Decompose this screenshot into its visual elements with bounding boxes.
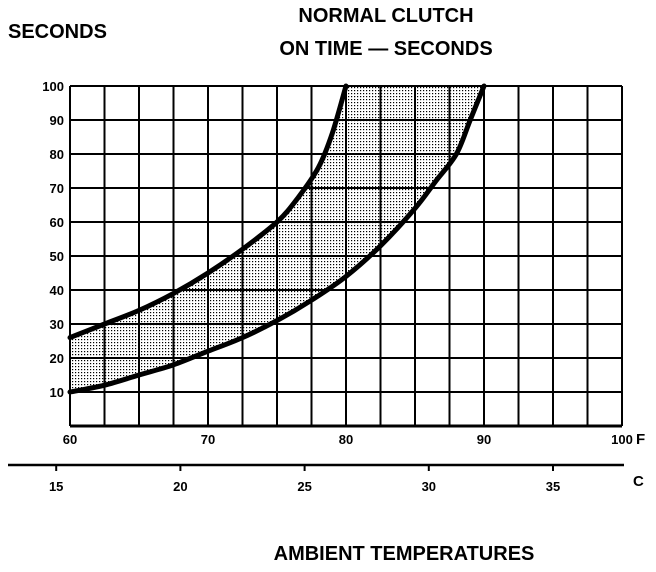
x2-tick-label: 35 (546, 479, 560, 494)
y-tick-label: 90 (50, 113, 64, 128)
x-tick-label: 70 (201, 432, 215, 447)
chart-title: NORMAL CLUTCH (298, 5, 473, 27)
x-tick-label: 60 (63, 432, 77, 447)
lower-limit-curve (67, 83, 487, 395)
y-tick-label: 100 (42, 79, 64, 94)
x-tick-label: 90 (477, 432, 491, 447)
x2-tick-label: 25 (297, 479, 311, 494)
x-tick-label: 80 (339, 432, 353, 447)
x-axis-unit-f: F (636, 431, 645, 448)
x2-tick-label: 15 (49, 479, 63, 494)
x-axis-label: AMBIENT TEMPERATURES (274, 543, 535, 565)
x2-axis-unit-c: C (633, 473, 644, 490)
y-tick-label: 40 (50, 283, 64, 298)
y-axis-label: SECONDS (8, 21, 107, 43)
y-tick-label: 10 (50, 385, 64, 400)
y-tick-label: 80 (50, 147, 64, 162)
y-tick-label: 70 (50, 181, 64, 196)
y-tick-label: 60 (50, 215, 64, 230)
y-tick-label: 50 (50, 249, 64, 264)
upper-limit-curve (67, 83, 349, 341)
y-tick-label: 30 (50, 317, 64, 332)
x2-tick-label: 30 (422, 479, 436, 494)
x2-tick-label: 20 (173, 479, 187, 494)
x-tick-label: 100 (611, 432, 633, 447)
y-tick-label: 20 (50, 351, 64, 366)
chart-subtitle: ON TIME — SECONDS (279, 38, 492, 60)
